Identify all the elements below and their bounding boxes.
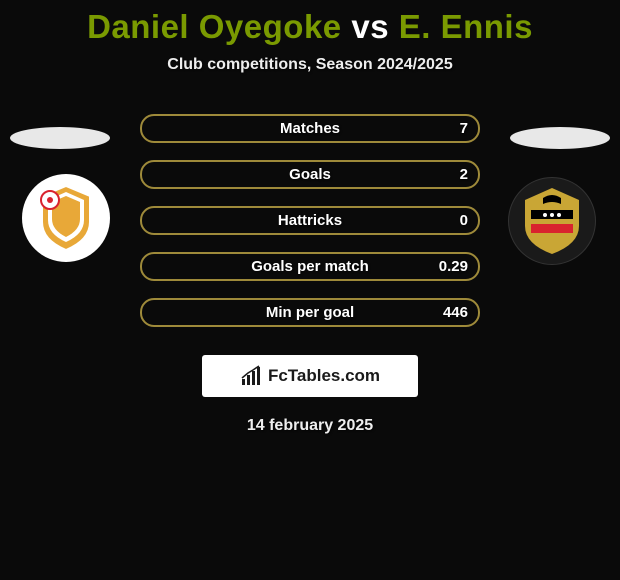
logo-box: FcTables.com	[202, 355, 418, 397]
player2-ellipse	[510, 127, 610, 149]
club-crest-left-icon	[32, 182, 100, 254]
stat-value: 0.29	[439, 258, 468, 275]
comparison-card: Daniel Oyegoke vs E. Ennis Club competit…	[0, 0, 620, 435]
subtitle: Club competitions, Season 2024/2025	[167, 56, 452, 74]
chart-icon	[240, 365, 262, 387]
stat-row: Min per goal 446	[140, 298, 480, 327]
vs-text: vs	[351, 8, 389, 45]
player2-name: E. Ennis	[399, 8, 533, 45]
player1-club-crest	[22, 174, 110, 262]
logo-text: FcTables.com	[268, 366, 380, 386]
player1-ellipse	[10, 127, 110, 149]
stat-label: Hattricks	[278, 212, 342, 229]
stat-value: 7	[460, 120, 468, 137]
stat-row: Hattricks 0	[140, 206, 480, 235]
stat-row: Goals per match 0.29	[140, 252, 480, 281]
player2-club-crest	[508, 177, 596, 265]
stats-list: Matches 7 Goals 2 Hattricks 0 Goals per match 0…	[140, 114, 480, 327]
stat-value: 2	[460, 166, 468, 183]
page-title: Daniel Oyegoke vs E. Ennis	[87, 8, 533, 46]
stat-label: Goals	[289, 166, 331, 183]
club-crest-right-icon	[513, 182, 591, 260]
stat-row: Goals 2	[140, 160, 480, 189]
stat-row: Matches 7	[140, 114, 480, 143]
stat-value: 446	[443, 304, 468, 321]
player1-name: Daniel Oyegoke	[87, 8, 342, 45]
stat-label: Goals per match	[251, 258, 369, 275]
date-text: 14 february 2025	[247, 417, 373, 435]
stat-label: Matches	[280, 120, 340, 137]
stat-label: Min per goal	[266, 304, 354, 321]
stat-value: 0	[460, 212, 468, 229]
